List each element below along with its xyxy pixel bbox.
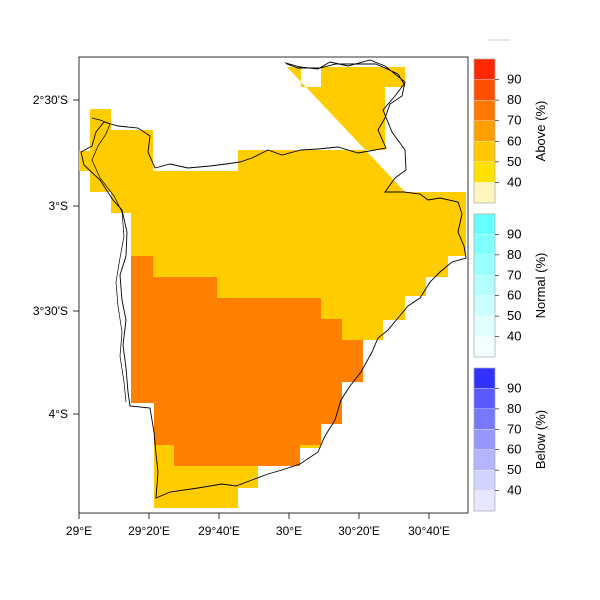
legend-swatch xyxy=(473,490,496,512)
legend-below: 40 50 60 70 80 90 Below (%) xyxy=(473,367,548,512)
legend-swatch xyxy=(473,79,496,101)
legend-label: 90 xyxy=(507,72,521,87)
x-tick-label: 29°20'E xyxy=(128,524,170,538)
legend-label: 60 xyxy=(507,288,521,303)
x-tick-label: 30°20'E xyxy=(338,524,380,538)
y-axis: 2°30'S 3°S 3°30'S 4°S xyxy=(33,93,79,421)
legend-swatch xyxy=(473,234,496,256)
legend-above: 40 50 60 70 80 90 Above (%) xyxy=(473,58,548,204)
legend-label: 40 xyxy=(507,483,521,498)
legend-label: 40 xyxy=(507,174,521,189)
y-tick-label: 2°30'S xyxy=(33,93,68,107)
legend-label: 80 xyxy=(507,92,521,107)
x-tick-label: 29°E xyxy=(66,524,92,538)
legend-label: 50 xyxy=(507,154,521,169)
legend-swatch xyxy=(473,429,496,450)
legend-label: 60 xyxy=(507,442,521,457)
x-axis: 29°E 29°20'E 29°40'E 30°E 30°20'E 30°40'E xyxy=(66,513,450,538)
x-tick-label: 29°40'E xyxy=(198,524,240,538)
legend-label: 90 xyxy=(507,226,521,241)
map-panel xyxy=(78,56,469,514)
legend-swatch xyxy=(473,295,496,317)
legend-swatch xyxy=(473,213,496,235)
legend-label: 50 xyxy=(507,462,521,477)
legend-swatch xyxy=(473,336,496,358)
legend-box xyxy=(473,367,496,512)
legend-label: 60 xyxy=(507,133,521,148)
legend-label: 70 xyxy=(507,267,521,282)
legend-swatch xyxy=(473,141,496,163)
legend-swatch xyxy=(473,99,496,121)
legend-label: 80 xyxy=(507,401,521,416)
legend-title: Below (%) xyxy=(533,410,548,469)
legend-swatch xyxy=(473,469,496,491)
legend-swatch xyxy=(473,449,496,471)
legend-swatch xyxy=(473,120,496,142)
legend-swatch xyxy=(473,58,496,80)
legend-label: 80 xyxy=(507,247,521,262)
legend-label: 70 xyxy=(507,421,521,436)
legend-label: 40 xyxy=(507,329,521,344)
y-tick-label: 3°30'S xyxy=(33,304,68,318)
y-tick-label: 4°S xyxy=(49,407,68,421)
legend-swatch xyxy=(473,388,496,410)
lake-shoreline xyxy=(91,117,127,403)
legend-swatch xyxy=(473,315,496,337)
legend-box xyxy=(473,58,496,204)
x-tick-label: 30°E xyxy=(276,524,302,538)
legend-label: 70 xyxy=(507,113,521,128)
legend-title: Above (%) xyxy=(533,101,548,162)
legend-normal: 40 50 60 70 80 90 Normal (%) xyxy=(473,213,548,358)
legend-label: 50 xyxy=(507,308,521,323)
legend-swatch xyxy=(473,161,496,183)
legend-swatch xyxy=(473,408,496,430)
country-boundary xyxy=(80,59,467,499)
legend-label: 90 xyxy=(507,380,521,395)
legend-swatch xyxy=(473,182,496,204)
legend-title: Normal (%) xyxy=(533,253,548,319)
above-70-region xyxy=(131,256,363,466)
y-tick-label: 3°S xyxy=(49,199,68,213)
legend-swatch xyxy=(473,254,496,276)
legend-box xyxy=(473,213,496,358)
x-tick-label: 30°40'E xyxy=(408,524,450,538)
legend-swatch xyxy=(473,367,496,389)
legend-swatch xyxy=(473,275,496,296)
